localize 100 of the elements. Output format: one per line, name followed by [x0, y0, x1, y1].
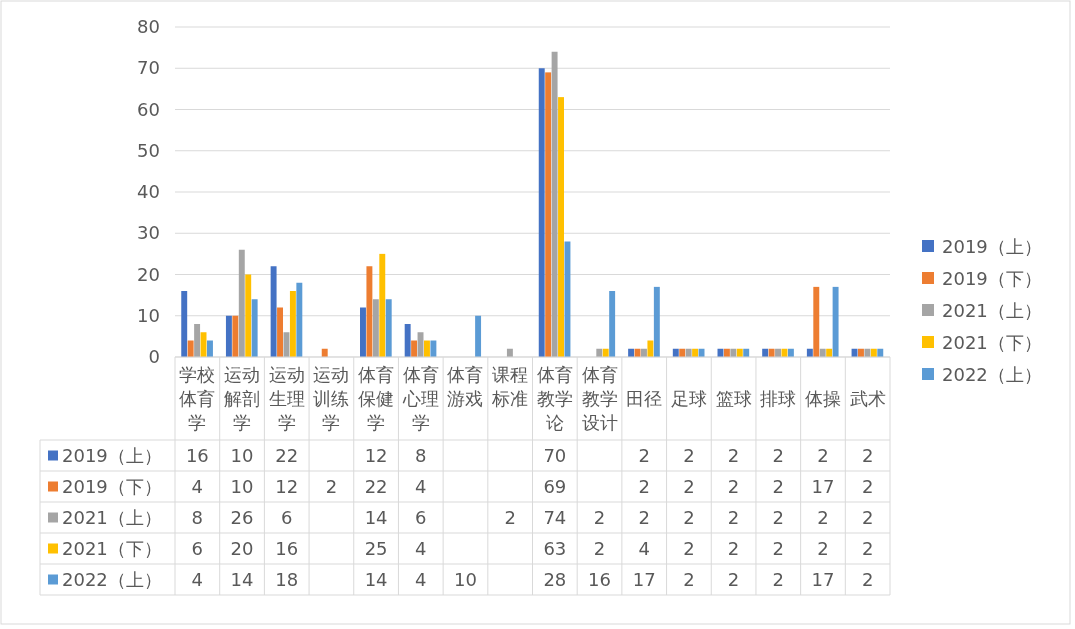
bar — [475, 315, 482, 357]
x-tick-label: 课程标准 — [491, 364, 529, 409]
y-tick-label: 30 — [137, 222, 160, 244]
data-label: 2 — [727, 568, 740, 590]
legend-label: 2019（下） — [942, 268, 1042, 289]
data-label: 4 — [415, 568, 427, 590]
data-label: 8 — [191, 506, 204, 528]
data-label: 2 — [683, 537, 695, 559]
data-label: 12 — [364, 444, 388, 466]
legend-label: 2021（上） — [942, 300, 1042, 321]
y-tick-label: 50 — [137, 139, 160, 161]
data-label: 22 — [364, 475, 388, 497]
bar — [238, 249, 245, 357]
data-label: 16 — [185, 444, 209, 466]
bar — [245, 274, 252, 357]
data-label: 17 — [632, 568, 656, 590]
bar — [187, 340, 194, 357]
data-label: 2 — [638, 444, 650, 466]
data-label: 12 — [275, 475, 299, 497]
bar — [251, 299, 258, 357]
data-label: 69 — [543, 475, 567, 497]
x-tick-label: 体育保健学 — [358, 364, 395, 433]
data-label: 4 — [415, 537, 427, 559]
bar — [564, 241, 571, 357]
text: 2019（下） — [62, 475, 162, 497]
data-label: 2 — [772, 537, 785, 559]
bar — [653, 286, 660, 357]
data-label: 2 — [727, 444, 740, 466]
data-label: 4 — [191, 475, 204, 497]
data-label: 2 — [772, 506, 785, 528]
data-label: 17 — [811, 568, 835, 590]
data-label: 28 — [543, 568, 567, 590]
x-tick-label: 运动生理学 — [268, 364, 305, 433]
bar — [366, 266, 373, 357]
data-label: 2 — [683, 444, 695, 466]
data-label: 2 — [817, 444, 829, 466]
data-label: 10 — [454, 568, 477, 590]
text: 2021（上） — [62, 506, 162, 528]
data-label: 2 — [772, 568, 785, 590]
data-label: 2 — [772, 475, 785, 497]
data-label: 6 — [415, 506, 427, 528]
data-label: 2 — [504, 506, 516, 528]
x-tick-label: 学校体育学 — [179, 364, 216, 433]
bar — [225, 315, 232, 357]
x-tick-label: 足球 — [670, 388, 707, 409]
x-tick-label: 运动训练学 — [313, 364, 350, 433]
data-label: 2 — [817, 537, 829, 559]
data-label: 2 — [861, 444, 874, 466]
data-label: 17 — [811, 475, 835, 497]
bar — [270, 266, 277, 357]
x-tick-label: 体操 — [804, 388, 841, 409]
bar — [813, 286, 820, 357]
data-label: 4 — [415, 475, 427, 497]
data-label: 2 — [727, 475, 740, 497]
legend-label: 2022（上） — [942, 364, 1042, 385]
data-label: 16 — [588, 568, 611, 590]
bar — [360, 307, 366, 357]
y-tick-label: 10 — [137, 304, 160, 326]
y-tick-label: 70 — [137, 57, 160, 79]
data-label: 74 — [543, 506, 567, 528]
y-tick-label: 60 — [137, 98, 160, 120]
x-tick-label: 田径 — [626, 388, 663, 409]
bar — [232, 315, 239, 357]
x-tick-label: 体育心理学 — [401, 364, 439, 433]
y-tick-label: 80 — [137, 16, 160, 37]
bar — [296, 282, 303, 357]
data-label: 70 — [543, 444, 567, 466]
bar — [545, 72, 552, 357]
data-label: 4 — [638, 537, 650, 559]
data-label: 2 — [861, 568, 874, 590]
bar — [411, 340, 418, 357]
data-label: 2 — [861, 537, 874, 559]
y-tick-label: 20 — [137, 263, 160, 285]
data-label: 63 — [543, 537, 567, 559]
bar — [372, 299, 379, 357]
x-tick-label: 运动解剖学 — [224, 364, 261, 433]
data-label: 18 — [275, 568, 299, 590]
data-label: 2 — [683, 568, 695, 590]
bar — [385, 299, 392, 357]
data-label: 2 — [861, 506, 874, 528]
data-label: 2 — [861, 475, 874, 497]
bar — [379, 253, 386, 357]
x-tick-label: 武术 — [849, 388, 886, 409]
data-label: 2 — [817, 506, 829, 528]
x-tick-label: 体育游戏 — [447, 364, 484, 409]
data-label: 14 — [364, 568, 388, 590]
x-tick-label: 体育教学设计 — [581, 364, 618, 433]
bar — [277, 307, 283, 357]
text: 2022（上） — [62, 568, 162, 590]
data-label: 2 — [593, 506, 606, 528]
text: 2019（上） — [62, 444, 162, 466]
data-label: 25 — [364, 537, 388, 559]
data-label: 2 — [683, 475, 695, 497]
bar — [609, 291, 616, 357]
bar — [181, 291, 188, 357]
data-label: 2 — [727, 537, 740, 559]
text: 2021（下） — [62, 537, 162, 559]
data-label: 10 — [230, 475, 254, 497]
data-label: 22 — [275, 444, 299, 466]
data-label: 2 — [683, 506, 695, 528]
